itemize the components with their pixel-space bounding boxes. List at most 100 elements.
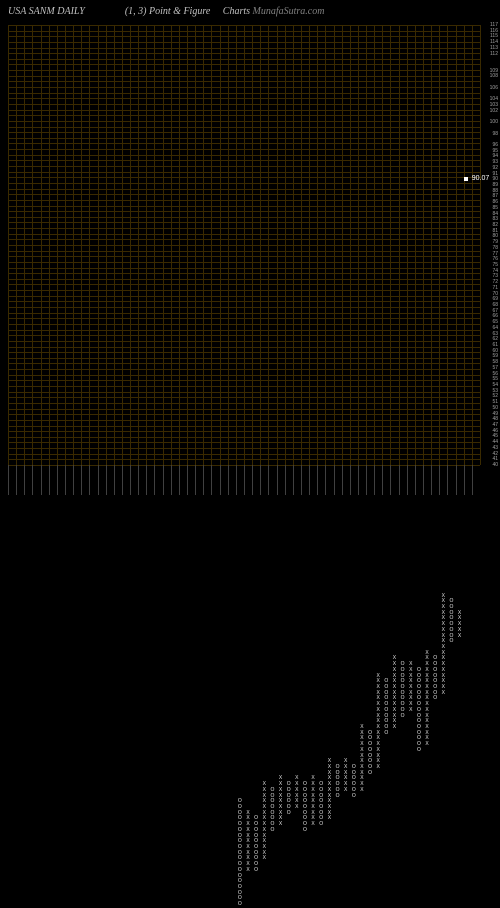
o-cell: O	[285, 782, 293, 788]
x-cell: X	[439, 605, 447, 611]
o-cell: O	[236, 879, 244, 885]
o-cell: O	[268, 805, 276, 811]
x-cell: X	[309, 782, 317, 788]
o-cell: O	[366, 754, 374, 760]
bottom-tick	[138, 465, 139, 495]
o-cell: O	[334, 771, 342, 777]
x-cell: X	[390, 662, 398, 668]
o-cell: O	[415, 736, 423, 742]
x-cell: X	[358, 771, 366, 777]
x-cell: X	[244, 822, 252, 828]
o-cell: O	[236, 868, 244, 874]
bottom-tick	[268, 465, 269, 495]
o-cell: O	[334, 765, 342, 771]
o-cell: O	[431, 679, 439, 685]
x-cell: X	[423, 708, 431, 714]
bottom-tick	[89, 465, 90, 495]
o-cell: O	[252, 828, 260, 834]
x-cell: X	[244, 811, 252, 817]
bottom-tick	[334, 465, 335, 495]
bottom-tick	[236, 465, 237, 495]
bottom-tick	[24, 465, 25, 495]
bottom-tick	[65, 465, 66, 495]
bottom-tick	[57, 465, 58, 495]
x-cell: X	[439, 685, 447, 691]
x-cell: X	[439, 668, 447, 674]
o-cell: O	[447, 634, 455, 640]
x-cell: X	[374, 708, 382, 714]
bottom-tick	[32, 465, 33, 495]
x-cell: X	[407, 674, 415, 680]
x-cell: X	[456, 628, 464, 634]
bottom-tick	[211, 465, 212, 495]
bottom-tick	[49, 465, 50, 495]
x-cell: X	[342, 782, 350, 788]
x-cell: X	[423, 731, 431, 737]
x-cell: X	[260, 822, 268, 828]
o-cell: O	[382, 714, 390, 720]
o-cell: O	[252, 862, 260, 868]
bottom-tick	[285, 465, 286, 495]
current-price-label: 90.07	[472, 175, 490, 182]
x-cell: X	[390, 719, 398, 725]
o-cell: O	[285, 805, 293, 811]
x-cell: X	[374, 719, 382, 725]
o-cell: O	[236, 811, 244, 817]
x-cell: X	[374, 725, 382, 731]
y-axis-label: 108	[490, 74, 498, 79]
x-cell: X	[277, 794, 285, 800]
o-cell: O	[366, 748, 374, 754]
o-cell: O	[447, 599, 455, 605]
x-cell: X	[390, 702, 398, 708]
o-cell: O	[268, 828, 276, 834]
x-cell: X	[293, 788, 301, 794]
x-cell: X	[439, 622, 447, 628]
o-cell: O	[399, 708, 407, 714]
o-cell: O	[399, 696, 407, 702]
x-cell: X	[260, 805, 268, 811]
x-cell: X	[358, 742, 366, 748]
o-cell: O	[399, 714, 407, 720]
x-cell: X	[374, 696, 382, 702]
x-cell: X	[439, 599, 447, 605]
o-cell: O	[382, 708, 390, 714]
o-cell: O	[252, 822, 260, 828]
x-cell: X	[407, 668, 415, 674]
o-cell: O	[252, 868, 260, 874]
x-cell: X	[309, 788, 317, 794]
o-cell: O	[334, 782, 342, 788]
o-cell: O	[447, 622, 455, 628]
x-cell: X	[293, 776, 301, 782]
x-cell: X	[325, 771, 333, 777]
o-cell: O	[268, 788, 276, 794]
o-cell: O	[415, 719, 423, 725]
x-cell: X	[309, 816, 317, 822]
o-cell: O	[268, 822, 276, 828]
x-cell: X	[358, 776, 366, 782]
bottom-tick	[407, 465, 408, 495]
x-cell: X	[423, 651, 431, 657]
x-cell: X	[423, 702, 431, 708]
o-cell: O	[301, 811, 309, 817]
x-cell: X	[439, 594, 447, 600]
x-cell: X	[260, 839, 268, 845]
x-cell: X	[358, 748, 366, 754]
charts-word: Charts	[223, 6, 250, 17]
o-cell: O	[317, 794, 325, 800]
x-cell: X	[277, 816, 285, 822]
x-cell: X	[374, 702, 382, 708]
x-cell: X	[423, 668, 431, 674]
x-cell: X	[374, 731, 382, 737]
o-cell: O	[317, 811, 325, 817]
x-cell: X	[374, 748, 382, 754]
o-cell: O	[317, 788, 325, 794]
o-cell: O	[252, 845, 260, 851]
o-cell: O	[236, 834, 244, 840]
o-cell: O	[350, 788, 358, 794]
x-cell: X	[277, 788, 285, 794]
o-cell: O	[301, 822, 309, 828]
bottom-tick	[399, 465, 400, 495]
x-cell: X	[390, 674, 398, 680]
x-cell: X	[423, 691, 431, 697]
o-cell: O	[317, 816, 325, 822]
